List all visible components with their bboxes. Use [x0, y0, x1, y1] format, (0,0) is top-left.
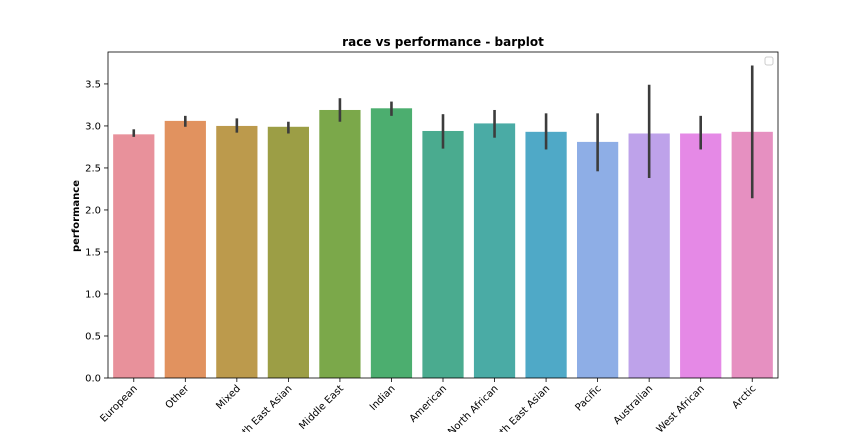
empty-legend-box — [764, 56, 774, 66]
x-tick-label: Middle East — [297, 383, 346, 432]
x-tick-label: Arctic — [730, 383, 758, 411]
x-tick-label: Other — [164, 383, 192, 411]
bar — [680, 133, 722, 378]
x-tick-label: American — [408, 383, 449, 424]
bar — [473, 123, 516, 378]
chart-title: race vs performance - barplot — [342, 35, 544, 49]
bar — [216, 125, 258, 378]
y-tick-label: 3.5 — [85, 79, 101, 90]
x-tick-label: Indian — [368, 383, 398, 413]
x-tick-label: European — [98, 383, 139, 424]
y-tick-label: 0.0 — [85, 374, 101, 385]
y-axis: 0.0 0.5 1.0 1.5 2.0 2.5 3.0 3.5 — [85, 79, 108, 385]
bar — [319, 109, 361, 378]
x-tick-label: West African — [655, 383, 707, 432]
y-axis-label: performance — [71, 180, 82, 252]
bar — [577, 141, 619, 378]
bar — [113, 134, 155, 378]
bar — [422, 130, 464, 378]
y-tick-label: 0.5 — [85, 331, 101, 342]
y-tick-label: 1.0 — [85, 289, 101, 300]
bar — [267, 126, 309, 378]
x-tick-label: Mixed — [214, 383, 243, 412]
plot-frame — [107, 51, 779, 379]
y-tick-label: 3.0 — [85, 121, 101, 132]
y-tick-label: 1.5 — [85, 247, 101, 258]
x-tick-label: North African — [446, 383, 500, 432]
bar — [370, 108, 413, 378]
bar — [525, 131, 567, 378]
y-tick-label: 2.0 — [85, 205, 101, 216]
error-bars-group — [132, 65, 754, 199]
x-tick-label: Australian — [612, 383, 656, 427]
bar — [164, 120, 206, 378]
bars-group — [113, 108, 773, 378]
y-tick-label: 2.5 — [85, 163, 101, 174]
x-tick-label: Pacific — [573, 383, 603, 413]
